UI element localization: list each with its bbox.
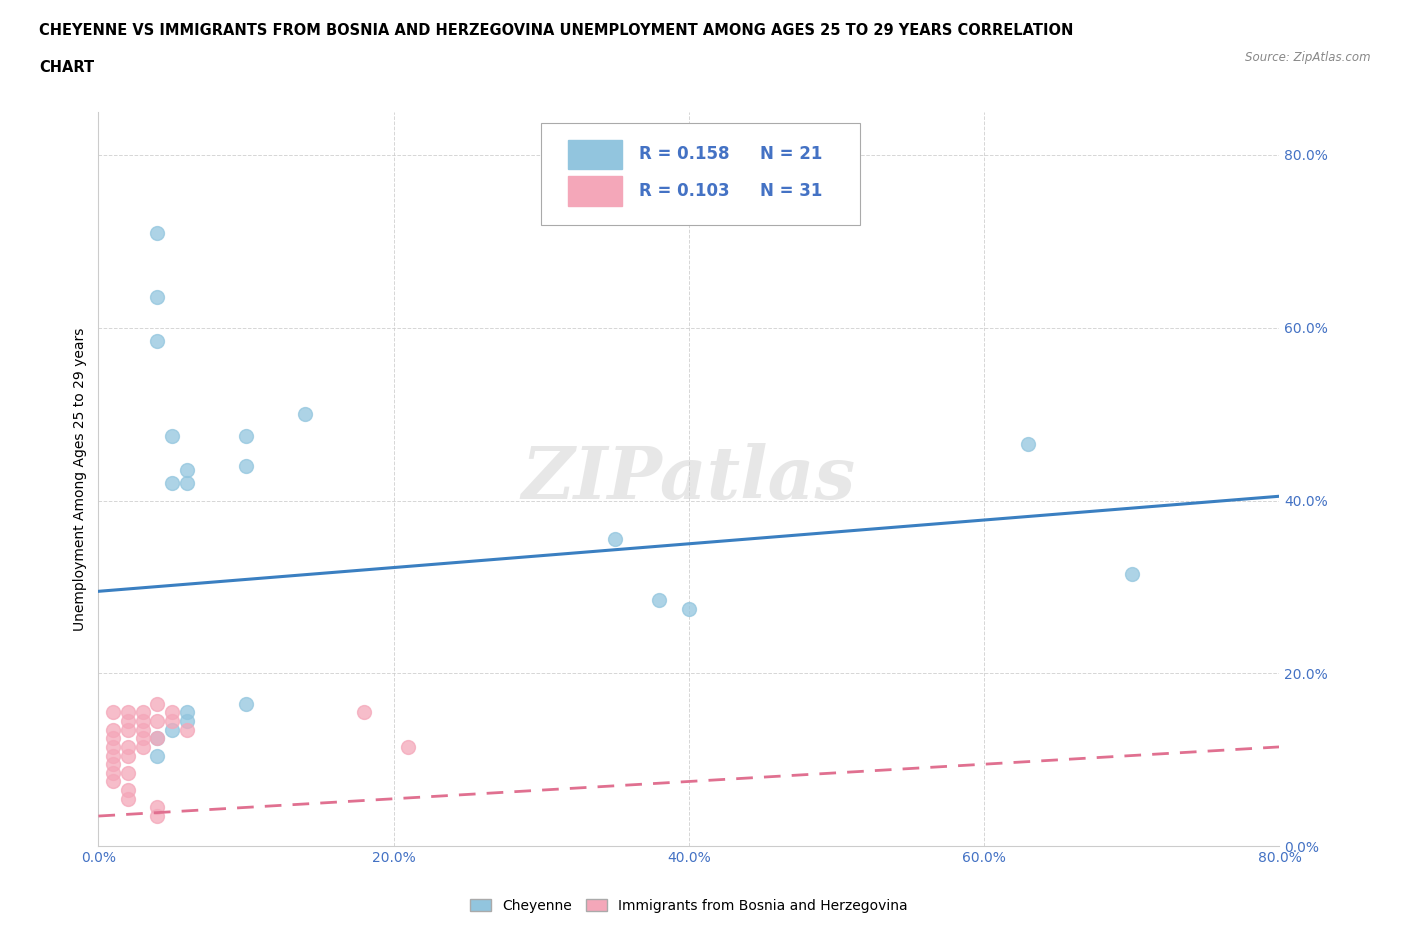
Point: [117, 713, 139, 728]
Point: [235, 429, 257, 444]
Point: [103, 757, 125, 772]
Point: [648, 592, 671, 607]
Point: [162, 713, 183, 728]
Point: [117, 791, 139, 806]
Point: [132, 705, 155, 720]
Point: [176, 705, 198, 720]
Text: N = 31: N = 31: [759, 182, 823, 200]
Point: [162, 429, 183, 444]
Point: [132, 723, 155, 737]
Point: [146, 333, 169, 348]
Bar: [568, 177, 621, 206]
Point: [605, 532, 627, 547]
Point: [235, 697, 257, 711]
Point: [146, 290, 169, 305]
Point: [103, 765, 125, 780]
Point: [117, 739, 139, 754]
Point: [103, 731, 125, 746]
Point: [162, 476, 183, 491]
Point: [146, 808, 169, 823]
Text: ZIPatlas: ZIPatlas: [522, 444, 856, 514]
Point: [235, 458, 257, 473]
Point: [146, 748, 169, 763]
Text: CHART: CHART: [39, 60, 94, 75]
Point: [103, 723, 125, 737]
Point: [1121, 566, 1143, 581]
Legend: Cheyenne, Immigrants from Bosnia and Herzegovina: Cheyenne, Immigrants from Bosnia and Her…: [465, 894, 912, 919]
Text: R = 0.158: R = 0.158: [640, 145, 730, 163]
Point: [103, 739, 125, 754]
Bar: [568, 140, 621, 169]
Point: [103, 774, 125, 789]
Point: [396, 739, 419, 754]
Point: [132, 739, 155, 754]
Point: [117, 765, 139, 780]
Point: [162, 723, 183, 737]
Point: [176, 476, 198, 491]
Point: [146, 731, 169, 746]
Point: [176, 713, 198, 728]
Point: [1017, 437, 1039, 452]
Point: [117, 748, 139, 763]
FancyBboxPatch shape: [541, 123, 860, 225]
Text: R = 0.103: R = 0.103: [640, 182, 730, 200]
Point: [678, 601, 700, 616]
Point: [353, 705, 375, 720]
Point: [132, 731, 155, 746]
Point: [176, 723, 198, 737]
Point: [146, 713, 169, 728]
Point: [117, 705, 139, 720]
Point: [103, 748, 125, 763]
Point: [132, 713, 155, 728]
Point: [146, 697, 169, 711]
Text: N = 21: N = 21: [759, 145, 823, 163]
Point: [117, 723, 139, 737]
Point: [117, 783, 139, 798]
Point: [176, 463, 198, 478]
Text: Source: ZipAtlas.com: Source: ZipAtlas.com: [1246, 51, 1371, 64]
Text: CHEYENNE VS IMMIGRANTS FROM BOSNIA AND HERZEGOVINA UNEMPLOYMENT AMONG AGES 25 TO: CHEYENNE VS IMMIGRANTS FROM BOSNIA AND H…: [39, 23, 1074, 38]
Point: [146, 225, 169, 240]
Point: [146, 800, 169, 815]
Y-axis label: Unemployment Among Ages 25 to 29 years: Unemployment Among Ages 25 to 29 years: [73, 327, 87, 631]
Point: [162, 705, 183, 720]
Point: [146, 731, 169, 746]
Point: [294, 406, 316, 421]
Point: [103, 705, 125, 720]
